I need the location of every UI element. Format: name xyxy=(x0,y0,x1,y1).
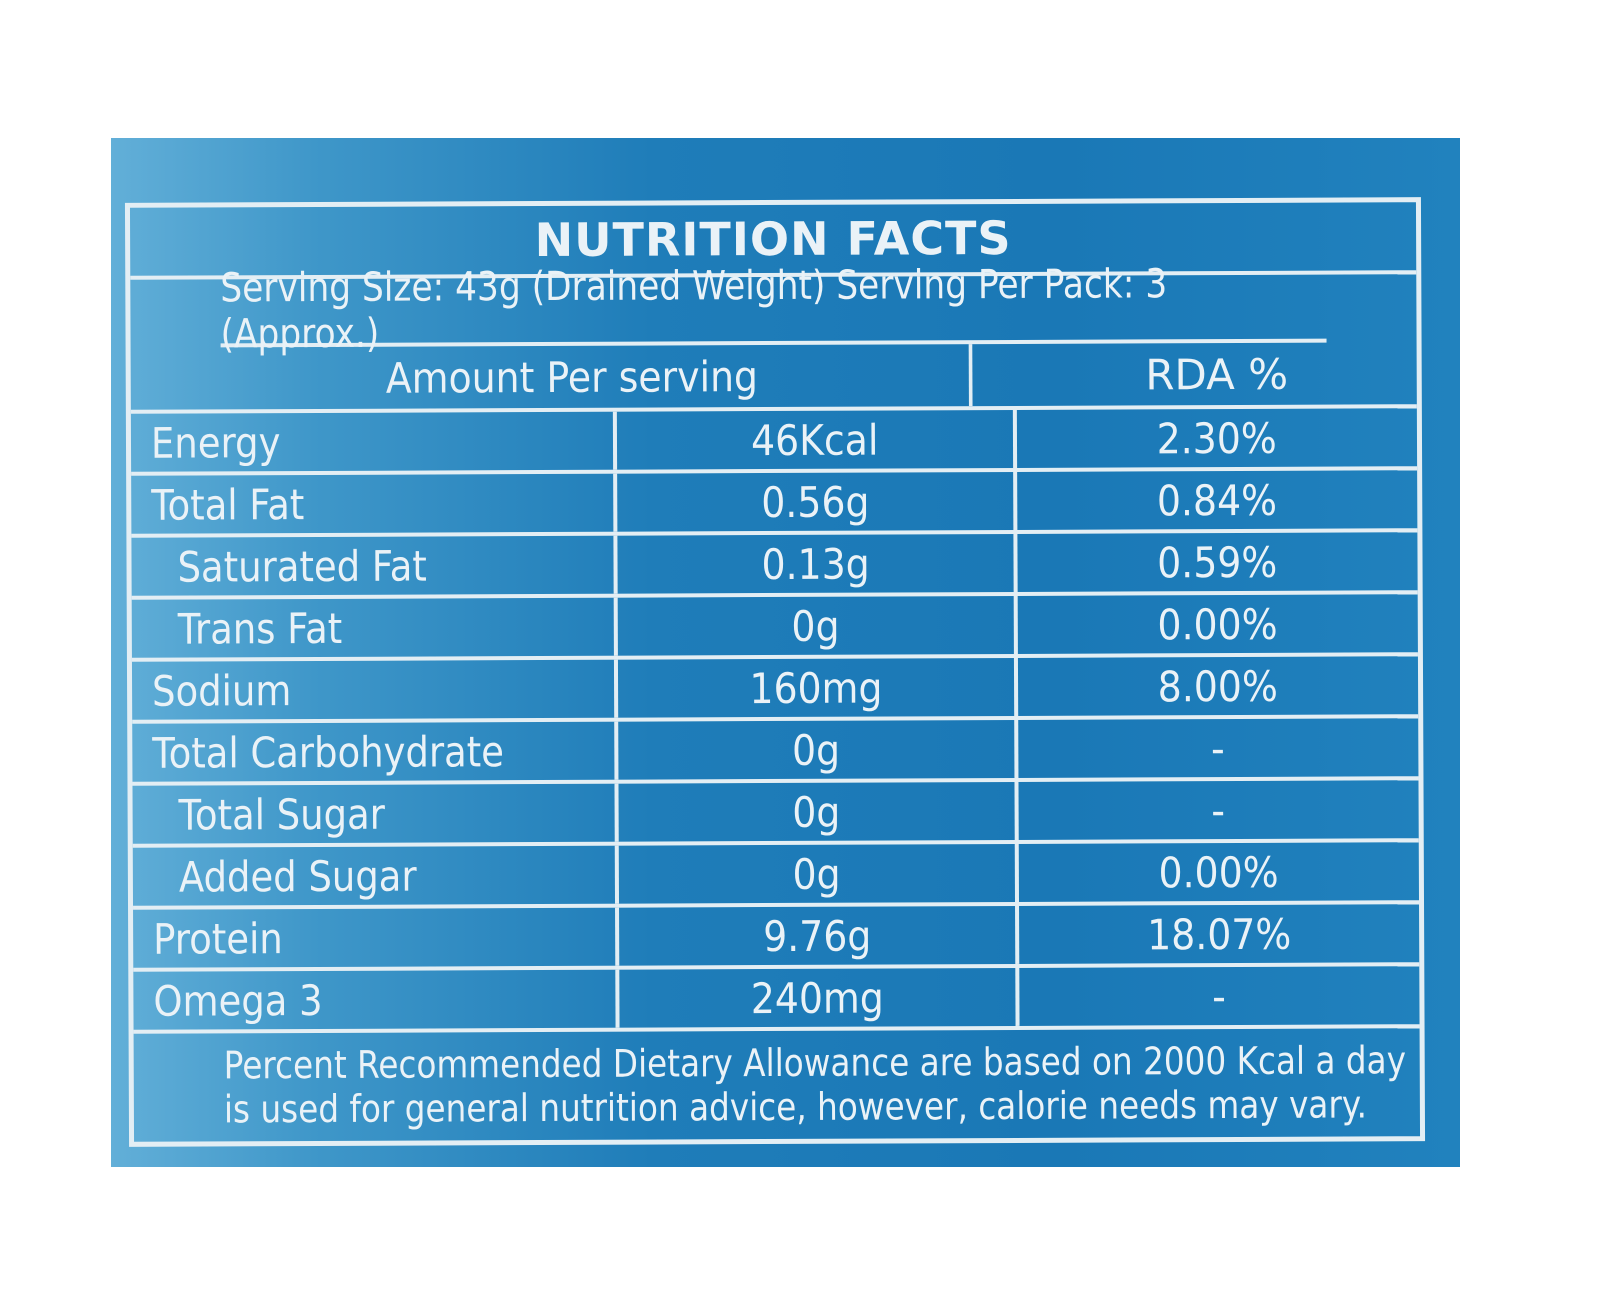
nutrient-amount-text: 160mg xyxy=(749,663,883,713)
nutrient-amount-text: 0g xyxy=(792,849,842,899)
nutrient-name-text: Total Sugar xyxy=(178,789,385,840)
nutrient-name: Sodium xyxy=(131,659,619,720)
nutrient-name: Energy xyxy=(130,411,618,472)
serving-info: Serving Size: 43g (Drained Weight) Servi… xyxy=(220,261,1327,357)
nutrient-rda-text: - xyxy=(1211,723,1226,773)
nutrient-amount-text: 46Kcal xyxy=(751,415,879,465)
footnote: Percent Recommended Dietary Allowance ar… xyxy=(134,1028,1420,1142)
nutrient-rda-text: 0.84% xyxy=(1157,475,1278,525)
nutrient-rda: 18.07% xyxy=(1019,904,1419,964)
title-text: NUTRITION FACTS xyxy=(534,210,1012,268)
nutrient-rda: - xyxy=(1018,718,1418,778)
nutrient-rda-text: 0.59% xyxy=(1157,537,1278,587)
nutrient-name-text: Sodium xyxy=(151,665,292,716)
nutrient-name: Total Fat xyxy=(131,473,618,534)
nutrient-amount: 160mg xyxy=(617,657,1019,718)
rda-header: RDA % xyxy=(1145,349,1289,399)
nutrient-amount: 0g xyxy=(618,719,1019,780)
nutrient-name: Trans Fat xyxy=(131,597,618,658)
nutrient-amount-text: 0g xyxy=(791,601,840,651)
nutrient-name-text: Saturated Fat xyxy=(177,541,427,592)
amount-header-text: Amount Per serving xyxy=(385,351,759,403)
nutrient-name-text: Energy xyxy=(150,417,281,468)
footnote-line-2: is used for general nutrition advice, ho… xyxy=(223,1082,1368,1132)
nutrient-rda: 0.84% xyxy=(1017,470,1417,530)
nutrient-rda-text: 8.00% xyxy=(1157,661,1279,711)
nutrient-name: Saturated Fat xyxy=(131,535,618,596)
nutrient-rda-text: - xyxy=(1211,785,1226,835)
nutrient-rda: 2.30% xyxy=(1017,408,1417,468)
nutrient-rda-text: 2.30% xyxy=(1156,413,1278,463)
nutrient-amount: 0g xyxy=(617,595,1018,656)
table-row: Total Sugar 0g - xyxy=(132,780,1419,848)
nutrient-amount: 0g xyxy=(618,781,1019,842)
nutrient-name-text: Total Carbohydrate xyxy=(152,726,505,778)
nutrient-rda: 0.00% xyxy=(1018,594,1418,654)
nutrient-amount-text: 240mg xyxy=(750,973,885,1023)
nutrient-rda-text: 0.00% xyxy=(1157,599,1278,649)
nutrient-rda: 8.00% xyxy=(1018,656,1418,716)
amount-header: Amount Per serving xyxy=(174,344,973,410)
nutrient-amount: 46Kcal xyxy=(616,409,1018,470)
nutrient-name-text: Trans Fat xyxy=(177,603,343,654)
table-row: Energy 46Kcal 2.30% xyxy=(130,408,1418,476)
table-row: Sodium 160mg 8.00% xyxy=(131,656,1419,724)
nutrient-rda: 0.59% xyxy=(1017,532,1417,592)
nutrient-amount: 9.76g xyxy=(619,905,1020,966)
table-row: Total Fat 0.56g 0.84% xyxy=(131,470,1418,538)
nutrient-rda-text: 18.07% xyxy=(1146,909,1292,959)
nutrient-name-text: Protein xyxy=(153,913,283,964)
nutrient-rda-text: 0.00% xyxy=(1158,847,1280,897)
nutrient-amount: 0.13g xyxy=(617,533,1018,594)
nutrient-amount: 240mg xyxy=(619,967,1020,1028)
nutrient-amount-text: 9.76g xyxy=(762,911,872,961)
nutrient-amount-text: 0g xyxy=(792,725,841,775)
table-row: Saturated Fat 0.13g 0.59% xyxy=(131,532,1418,600)
nutrition-facts-table: NUTRITION FACTS Serving Size: 43g (Drain… xyxy=(124,197,1426,1147)
nutrient-name: Added Sugar xyxy=(132,845,620,906)
nutrient-name-text: Total Fat xyxy=(151,479,305,530)
label-panel xyxy=(111,138,1460,1167)
table-row: Total Carbohydrate 0g - xyxy=(132,718,1419,786)
table-row: Trans Fat 0g 0.00% xyxy=(131,594,1418,662)
nutrient-name: Total Carbohydrate xyxy=(132,721,619,782)
nutrient-name: Protein xyxy=(133,907,620,968)
footnote-line-1: Percent Recommended Dietary Allowance ar… xyxy=(223,1038,1407,1088)
nutrient-rda-text: - xyxy=(1212,971,1227,1021)
table-row: Protein 9.76g 18.07% xyxy=(133,904,1420,972)
nutrient-name-text: Omega 3 xyxy=(153,975,323,1026)
nutrient-amount-text: 0g xyxy=(792,787,841,837)
table-row: Omega 3 240mg - xyxy=(133,966,1420,1034)
nutrient-rda: - xyxy=(1019,966,1419,1026)
nutrient-rda: - xyxy=(1018,780,1418,840)
nutrient-rda: 0.00% xyxy=(1019,842,1419,902)
nutrient-amount-text: 0.56g xyxy=(761,477,870,527)
column-header-row: Amount Per serving RDA % xyxy=(130,342,1417,414)
nutrient-amount-text: 0.13g xyxy=(761,539,870,589)
table-row: Added Sugar 0g 0.00% xyxy=(132,842,1420,910)
nutrient-amount: 0.56g xyxy=(617,471,1018,532)
nutrient-amount: 0g xyxy=(618,843,1020,904)
nutrient-name: Total Sugar xyxy=(132,783,619,844)
nutrient-name: Omega 3 xyxy=(133,969,620,1030)
nutrient-name-text: Added Sugar xyxy=(178,851,417,902)
